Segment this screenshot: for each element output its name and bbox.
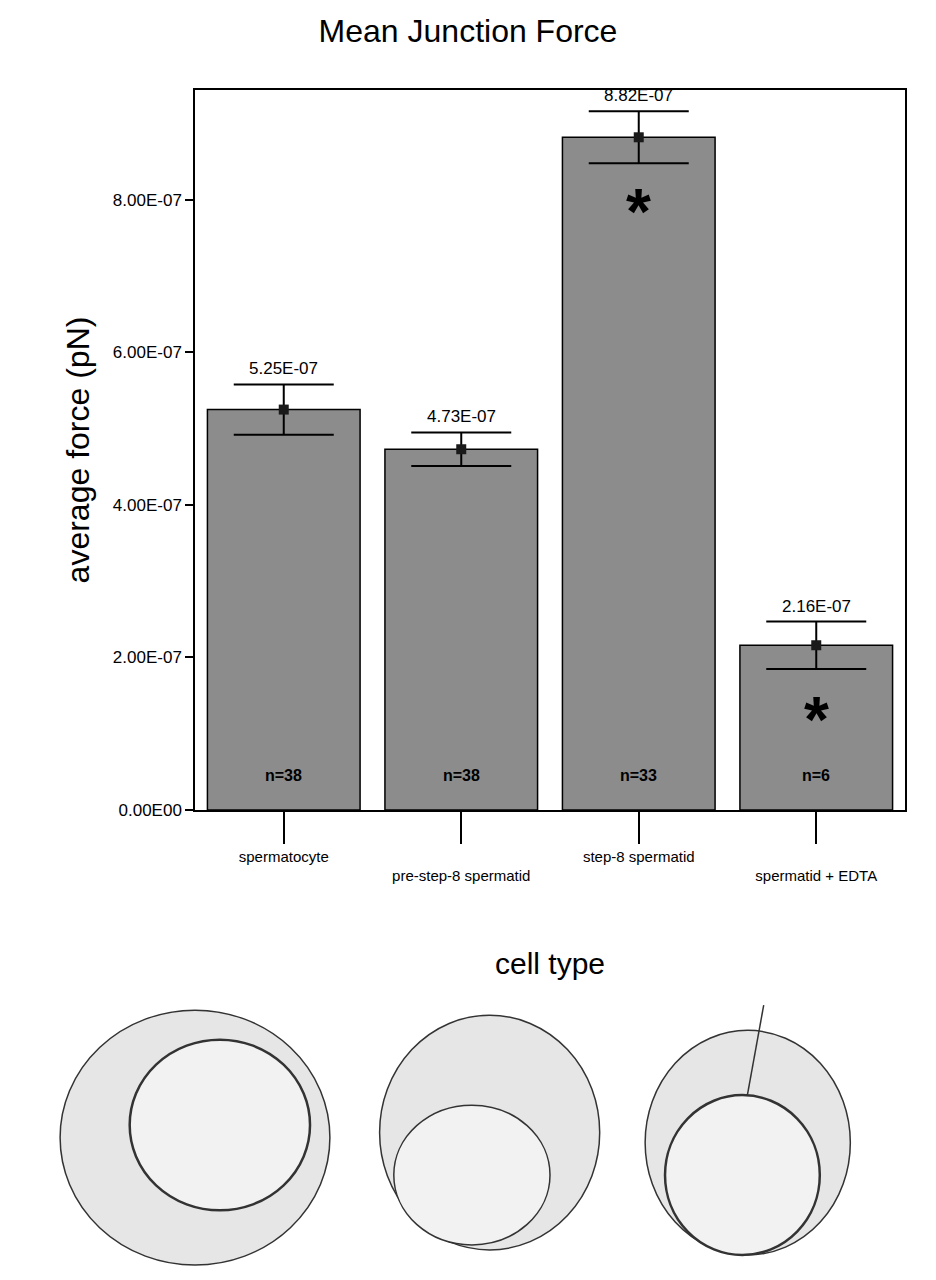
svg-text:4.73E-07: 4.73E-07 [427, 407, 496, 426]
svg-text:2.16E-07: 2.16E-07 [782, 597, 851, 616]
svg-text:average force (pN): average force (pN) [60, 317, 96, 584]
svg-text:spermatocyte: spermatocyte [239, 848, 329, 865]
svg-text:4.00E-07: 4.00E-07 [113, 496, 182, 515]
svg-text:pre-step-8 spermatid: pre-step-8 spermatid [392, 867, 530, 884]
svg-text:2.00E-07: 2.00E-07 [113, 648, 182, 667]
svg-text:0.00E00: 0.00E00 [119, 801, 182, 820]
svg-text:step-8 spermatid: step-8 spermatid [583, 848, 695, 865]
svg-text:5.25E-07: 5.25E-07 [249, 359, 318, 378]
svg-text:8.00E-07: 8.00E-07 [113, 191, 182, 210]
svg-text:n=33: n=33 [620, 767, 657, 784]
svg-text:n=6: n=6 [802, 767, 830, 784]
svg-text:n=38: n=38 [265, 767, 302, 784]
svg-text:Mean Junction Force: Mean Junction Force [319, 13, 618, 49]
svg-text:6.00E-07: 6.00E-07 [113, 343, 182, 362]
svg-text:*: * [626, 176, 651, 248]
svg-text:n=38: n=38 [443, 767, 480, 784]
svg-text:cell type: cell type [495, 947, 605, 980]
svg-text:spermatid + EDTA: spermatid + EDTA [755, 867, 877, 884]
svg-text:8.82E-07: 8.82E-07 [604, 86, 673, 105]
svg-text:*: * [804, 684, 829, 756]
